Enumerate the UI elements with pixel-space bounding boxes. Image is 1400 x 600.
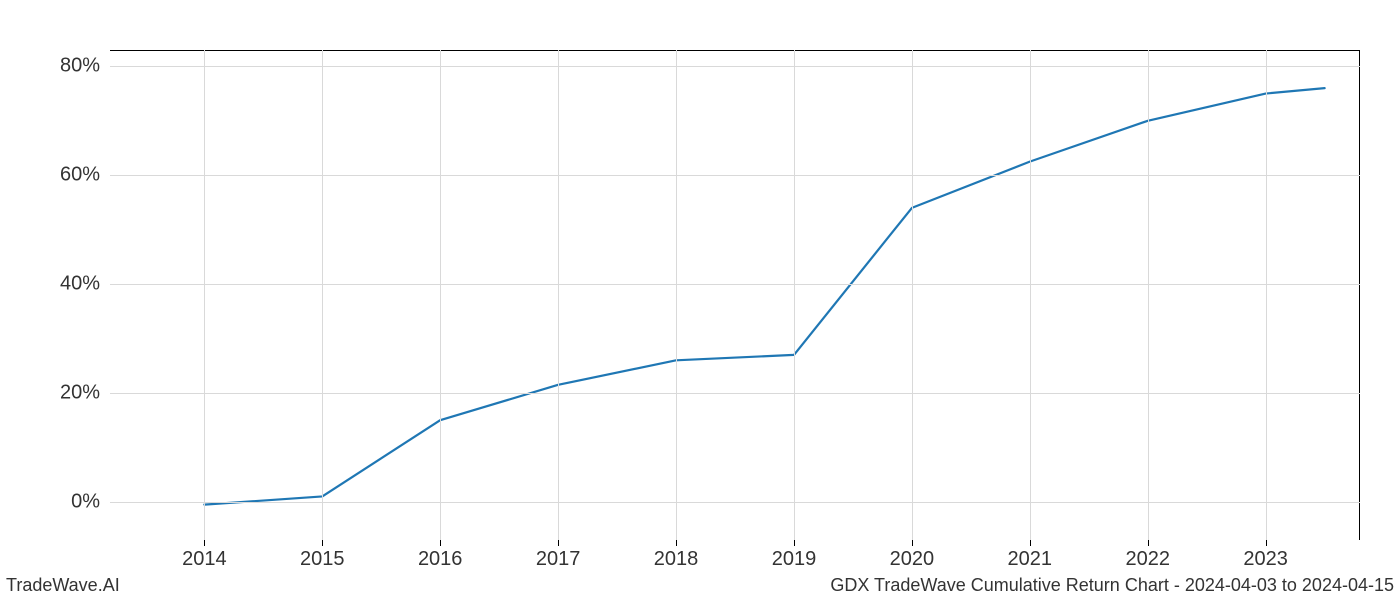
grid-line-vertical [676, 50, 677, 540]
x-axis-tick-label: 2016 [418, 548, 463, 571]
chart-plot-area [110, 50, 1360, 540]
x-axis-tick-label: 2022 [1125, 548, 1170, 571]
footer-caption: GDX TradeWave Cumulative Return Chart - … [830, 575, 1394, 596]
x-tick-mark [794, 540, 795, 546]
x-tick-mark [676, 540, 677, 546]
grid-line-vertical [440, 50, 441, 540]
x-axis-tick-label: 2021 [1008, 548, 1053, 571]
y-axis-tick-label: 40% [40, 273, 100, 296]
y-axis-tick-label: 60% [40, 164, 100, 187]
grid-line-vertical [794, 50, 795, 540]
grid-line-vertical [204, 50, 205, 540]
grid-line-horizontal [110, 284, 1360, 285]
grid-line-vertical [1148, 50, 1149, 540]
x-axis-tick-label: 2014 [182, 548, 227, 571]
x-axis-tick-label: 2023 [1243, 548, 1288, 571]
x-tick-mark [558, 540, 559, 546]
grid-line-horizontal [110, 175, 1360, 176]
grid-line-vertical [912, 50, 913, 540]
footer-brand: TradeWave.AI [6, 575, 120, 596]
y-axis-tick-label: 20% [40, 382, 100, 405]
x-axis-tick-label: 2015 [300, 548, 345, 571]
x-tick-mark [1266, 540, 1267, 546]
x-axis-tick-label: 2020 [890, 548, 935, 571]
grid-line-horizontal [110, 66, 1360, 67]
x-tick-mark [1148, 540, 1149, 546]
y-axis-tick-label: 80% [40, 55, 100, 78]
x-axis-tick-label: 2019 [772, 548, 817, 571]
x-axis-tick-label: 2017 [536, 548, 581, 571]
x-tick-mark [1030, 540, 1031, 546]
grid-line-vertical [322, 50, 323, 540]
grid-line-vertical [1030, 50, 1031, 540]
x-tick-mark [912, 540, 913, 546]
y-axis-tick-label: 0% [40, 490, 100, 513]
grid-line-vertical [558, 50, 559, 540]
x-tick-mark [204, 540, 205, 546]
grid-line-horizontal [110, 502, 1360, 503]
line-series-svg [110, 50, 1360, 540]
x-axis-tick-label: 2018 [654, 548, 699, 571]
grid-line-horizontal [110, 393, 1360, 394]
x-tick-mark [440, 540, 441, 546]
x-tick-mark [322, 540, 323, 546]
grid-line-vertical [1266, 50, 1267, 540]
